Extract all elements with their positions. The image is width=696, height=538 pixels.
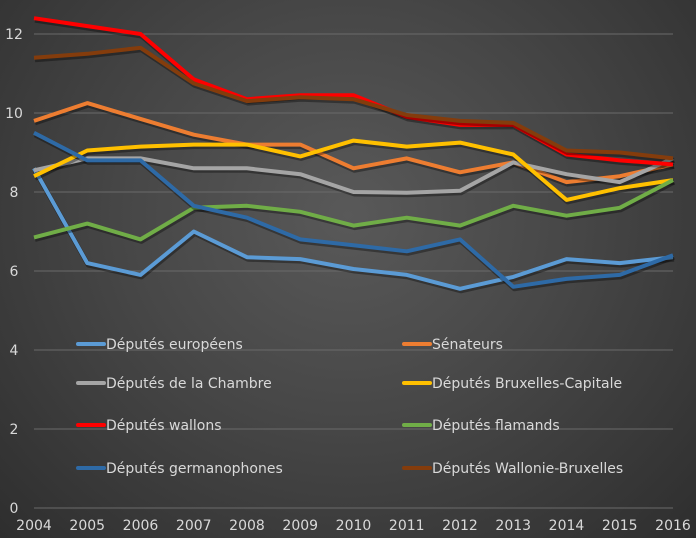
legend-label: Députés germanophones bbox=[106, 461, 283, 477]
y-tick-label: 8 bbox=[10, 185, 19, 201]
y-tick-label: 10 bbox=[5, 106, 23, 122]
x-tick-label: 2016 bbox=[655, 518, 691, 534]
legend-item: Députés germanophones bbox=[76, 461, 283, 477]
legend: Députés européens Sénateurs Députés de la … bbox=[76, 337, 623, 477]
series-line-4 bbox=[33, 16, 674, 167]
y-tick-label: 0 bbox=[10, 501, 19, 517]
series-shadow bbox=[34, 179, 676, 244]
legend-label: Députés Bruxelles-Capitale bbox=[432, 376, 622, 392]
x-tick-label: 2011 bbox=[389, 518, 425, 534]
legend-label: Députés de la Chambre bbox=[106, 376, 272, 392]
series-line-3 bbox=[33, 138, 674, 202]
legend-item: Sénateurs bbox=[402, 337, 503, 353]
series-line-5 bbox=[33, 178, 674, 242]
y-tick-label: 2 bbox=[10, 422, 19, 438]
x-axis-ticks: 2004 2005 2006 2007 2008 2009 2010 2011 2012 2013… bbox=[16, 518, 691, 534]
legend-label: Députés Wallonie-Bruxelles bbox=[432, 461, 623, 477]
x-tick-label: 2015 bbox=[602, 518, 638, 534]
legend-label: Députés flamands bbox=[432, 418, 560, 434]
legend-item: Députés Wallonie-Bruxelles bbox=[402, 461, 623, 477]
x-tick-label: 2006 bbox=[123, 518, 159, 534]
legend-item: Députés de la Chambre bbox=[76, 376, 272, 392]
series-line-0 bbox=[32, 167, 674, 291]
x-tick-label: 2008 bbox=[229, 518, 265, 534]
legend-item: Députés flamands bbox=[402, 418, 560, 434]
y-tick-label: 4 bbox=[10, 343, 19, 359]
x-tick-label: 2013 bbox=[495, 518, 531, 534]
y-tick-label: 6 bbox=[10, 264, 19, 280]
legend-label: Sénateurs bbox=[432, 337, 503, 353]
legend-item: Députés européens bbox=[76, 337, 243, 353]
x-tick-label: 2012 bbox=[442, 518, 478, 534]
x-tick-label: 2005 bbox=[69, 518, 105, 534]
series-line-6 bbox=[33, 131, 674, 289]
series-lines bbox=[32, 16, 676, 294]
legend-label: Députés européens bbox=[106, 337, 243, 353]
series-line-1 bbox=[33, 101, 674, 185]
legend-item: Députés wallons bbox=[76, 418, 222, 434]
series-line-7 bbox=[33, 45, 674, 161]
legend-label: Députés wallons bbox=[106, 418, 222, 434]
legend-item: Députés Bruxelles-Capitale bbox=[402, 376, 622, 392]
y-axis-ticks: 0 2 4 6 8 10 12 bbox=[5, 27, 23, 517]
x-tick-label: 2010 bbox=[336, 518, 372, 534]
x-tick-label: 2007 bbox=[176, 518, 212, 534]
x-tick-label: 2004 bbox=[16, 518, 52, 534]
x-tick-label: 2014 bbox=[549, 518, 585, 534]
y-tick-label: 12 bbox=[5, 27, 23, 43]
x-tick-label: 2009 bbox=[282, 518, 318, 534]
